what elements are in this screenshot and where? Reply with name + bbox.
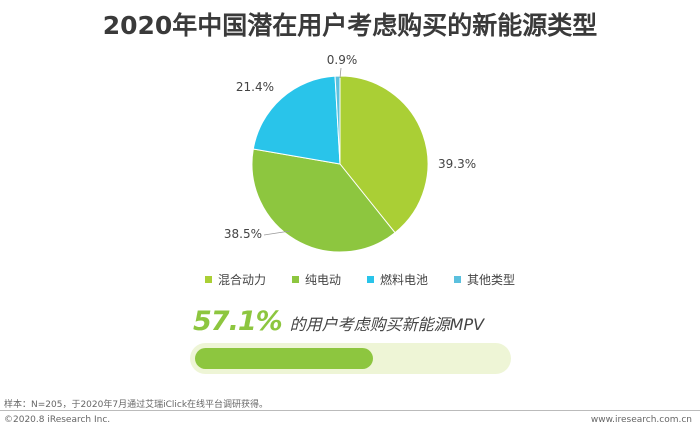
legend-item-hybrid: 混合动力	[205, 271, 266, 288]
data-label-other: 0.9%	[327, 53, 358, 67]
legend-item-other: 其他类型	[454, 271, 515, 288]
legend-label-electric: 纯电动	[305, 273, 342, 287]
progress-fill	[195, 348, 373, 369]
data-label-fuel-cell: 21.4%	[236, 80, 274, 94]
leader-line-other	[339, 67, 342, 79]
pie-slice-electric	[251, 148, 396, 253]
sample-note: 样本：N=205，于2020年7月通过艾瑞iClick在线平台调研获得。	[4, 400, 269, 410]
stat-value: 57.1%	[193, 306, 283, 337]
stat-label: 的用户考虑购买新能源MPV	[289, 315, 485, 334]
leader-line-electric	[263, 230, 291, 236]
pie-chart: 39.3% 38.5% 21.4% 0.9%	[224, 53, 476, 253]
stat-callout: 57.1% 的用户考虑购买新能源MPV	[193, 306, 484, 337]
legend: 混合动力 纯电动 燃料电池 其他类型	[205, 271, 515, 288]
legend-swatch-hybrid	[205, 276, 212, 283]
legend-label-other: 其他类型	[467, 273, 516, 287]
legend-item-electric: 纯电动	[292, 271, 341, 288]
chart-title: 2020年中国潜在用户考虑购买的新能源类型	[102, 11, 598, 40]
website: www.iresearch.com.cn	[590, 415, 692, 425]
legend-swatch-electric	[292, 276, 300, 283]
footer-divider	[0, 410, 700, 411]
copyright: ©2020.8 iResearch Inc.	[4, 415, 111, 425]
legend-label-hybrid: 混合动力	[218, 273, 267, 287]
data-label-electric: 38.5%	[224, 227, 262, 241]
pie-slice-fuel-cell	[252, 75, 341, 165]
legend-swatch-fuel-cell	[367, 276, 375, 283]
legend-label-fuel-cell: 燃料电池	[380, 273, 429, 287]
legend-item-fuel-cell: 燃料电池	[367, 271, 428, 288]
progress-track	[190, 343, 511, 374]
data-label-hybrid: 39.3%	[438, 157, 476, 171]
legend-swatch-other	[454, 276, 462, 283]
pie-slice-hybrid	[339, 75, 429, 234]
